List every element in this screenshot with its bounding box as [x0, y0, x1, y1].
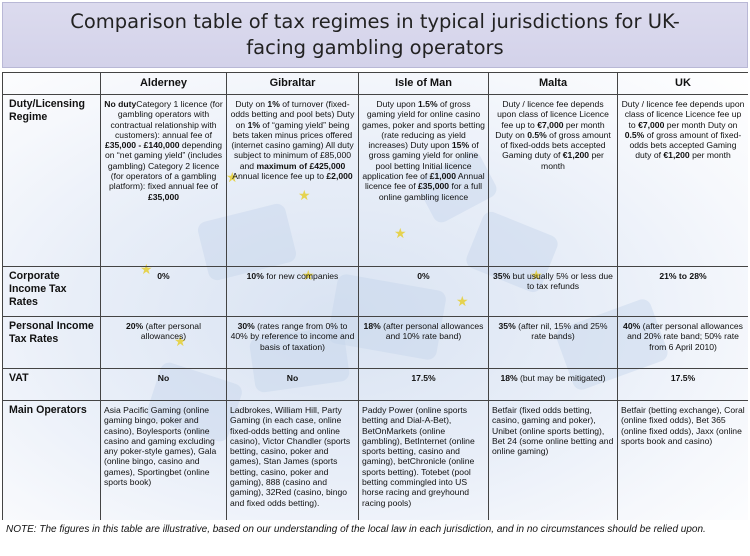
cell-isle-of-man-personal-tax: 18% (after personal allowances and 10% r…	[358, 316, 489, 369]
table-row-personal-tax: Personal Income Tax Rates 20% (after per…	[2, 316, 748, 369]
cell-gibraltar-corporate-tax: 10% for new companies	[226, 266, 359, 317]
cell-malta-vat: 18% (but may be mitigated)	[488, 368, 618, 401]
row-header-main-operators: Main Operators	[2, 400, 101, 520]
cell-gibraltar-personal-tax: 30% (rates range from 0% to 40% by refer…	[226, 316, 359, 369]
row-header-corporate-tax: Corporate Income Tax Rates	[2, 266, 101, 317]
disclaimer-note: NOTE: The figures in this table are illu…	[6, 524, 706, 535]
cell-uk-vat: 17.5%	[617, 368, 748, 401]
cell-isle-of-man-corporate-tax: 0%	[358, 266, 489, 317]
cell-malta-operators: Betfair (fixed odds betting, casino, gam…	[488, 400, 618, 520]
header-row: Alderney Gibraltar Isle of Man Malta UK	[2, 72, 748, 95]
column-header-isle-of-man: Isle of Man	[358, 72, 489, 95]
table-row-vat: VAT No No 17.5% 18% (but may be mitigate…	[2, 368, 748, 401]
tax-comparison-table: Alderney Gibraltar Isle of Man Malta UK …	[2, 72, 748, 520]
cell-uk-personal-tax: 40% (after personal allowances and 20% r…	[617, 316, 748, 369]
table-row-main-operators: Main Operators Asia Pacific Gaming (onli…	[2, 400, 748, 520]
cell-malta-duty: Duty / licence fee depends upon class of…	[488, 94, 618, 267]
cell-isle-of-man-operators: Paddy Power (online sports betting and D…	[358, 400, 489, 520]
cell-alderney-personal-tax: 20% (after personal allowances)	[100, 316, 227, 369]
cell-malta-corporate-tax: 35% but usually 5% or less due to tax re…	[488, 266, 618, 317]
cell-alderney-vat: No	[100, 368, 227, 401]
cell-isle-of-man-vat: 17.5%	[358, 368, 489, 401]
cell-alderney-duty: No dutyCategory 1 licence (for gambling …	[100, 94, 227, 267]
column-header-alderney: Alderney	[100, 72, 227, 95]
corner-cell	[2, 72, 101, 95]
column-header-uk: UK	[617, 72, 748, 95]
cell-gibraltar-operators: Ladbrokes, William Hill, Party Gaming (i…	[226, 400, 359, 520]
table-row-duty-licensing: Duty/Licensing Regime No dutyCategory 1 …	[2, 94, 748, 267]
page-title: Comparison table of tax regimes in typic…	[70, 10, 680, 59]
cell-uk-duty: Duty / licence fee depends upon class of…	[617, 94, 748, 267]
cell-alderney-corporate-tax: 0%	[100, 266, 227, 317]
cell-isle-of-man-duty: Duty upon 1.5% of gross gaming yield for…	[358, 94, 489, 267]
table-area: ★ ★ ★ ★ ★ ★ ★ ★ Alderney Gibraltar Isle …	[2, 72, 748, 520]
title-banner: Comparison table of tax regimes in typic…	[2, 2, 748, 68]
column-header-malta: Malta	[488, 72, 618, 95]
row-header-vat: VAT	[2, 368, 101, 401]
row-header-duty-licensing: Duty/Licensing Regime	[2, 94, 101, 267]
cell-malta-personal-tax: 35% (after nil, 15% and 25% rate bands)	[488, 316, 618, 369]
row-header-personal-tax: Personal Income Tax Rates	[2, 316, 101, 369]
table-row-corporate-tax: Corporate Income Tax Rates 0% 10% for ne…	[2, 266, 748, 317]
cell-uk-operators: Betfair (betting exchange), Coral (onlin…	[617, 400, 748, 520]
cell-gibraltar-vat: No	[226, 368, 359, 401]
cell-uk-corporate-tax: 21% to 28%	[617, 266, 748, 317]
column-header-gibraltar: Gibraltar	[226, 72, 359, 95]
cell-gibraltar-duty: Duty on 1% of turnover (fixed-odds betti…	[226, 94, 359, 267]
cell-alderney-operators: Asia Pacific Gaming (online gaming bingo…	[100, 400, 227, 520]
